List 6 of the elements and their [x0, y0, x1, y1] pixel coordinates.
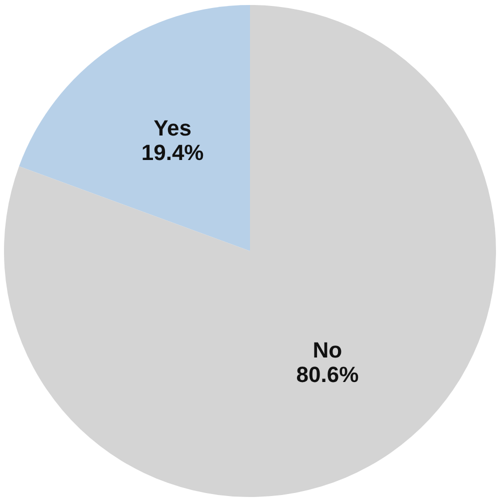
- pie-slice: [19, 5, 250, 251]
- data-label: 19.4%: [141, 140, 204, 165]
- slice-label: Yes: [154, 116, 192, 141]
- data-label: 80.6%: [296, 362, 359, 387]
- pie-slice: [4, 5, 496, 497]
- slice-label: No: [312, 338, 342, 363]
